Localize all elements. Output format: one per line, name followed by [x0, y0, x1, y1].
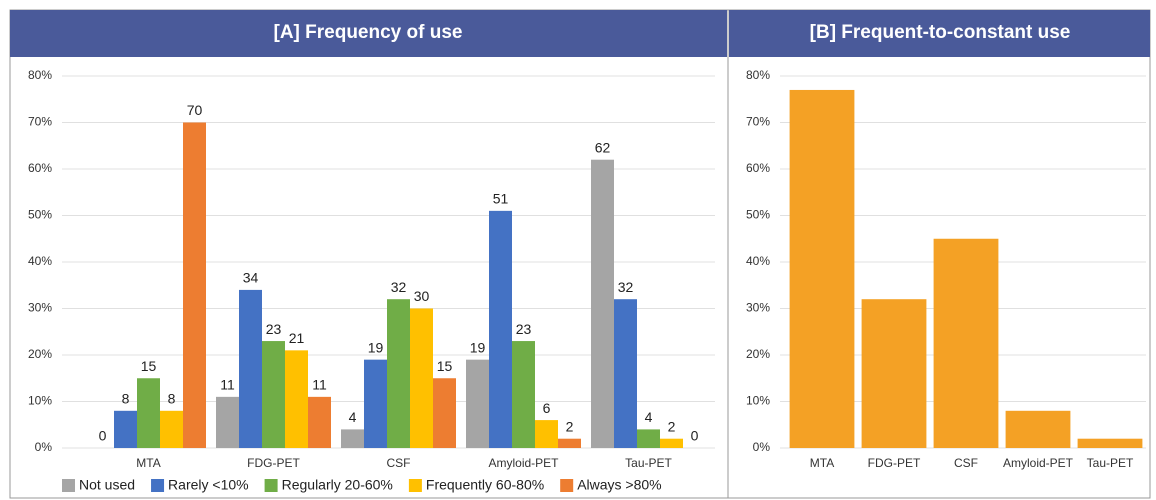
y-tick-label: 0% — [35, 440, 53, 454]
y-tick-label: 40% — [746, 254, 770, 268]
y-tick-label: 60% — [28, 161, 52, 175]
bar — [341, 429, 364, 448]
y-tick-label: 10% — [746, 394, 770, 408]
y-tick-label: 70% — [746, 115, 770, 129]
bar — [861, 299, 927, 448]
data-label: 0 — [99, 428, 107, 444]
data-label: 6 — [543, 400, 551, 416]
data-label: 11 — [220, 377, 235, 393]
bar — [535, 420, 558, 448]
bar — [216, 396, 239, 448]
bar — [114, 410, 137, 448]
data-label: 4 — [349, 409, 357, 425]
x-tick-label: Tau-PET — [1087, 456, 1134, 470]
y-tick-label: 80% — [28, 68, 52, 82]
bar — [364, 359, 387, 448]
legend-label: Always >80% — [577, 477, 661, 493]
x-tick-label: Amyloid-PET — [488, 456, 559, 470]
legend-label: Frequently 60-80% — [426, 477, 544, 493]
y-tick-label: 50% — [746, 208, 770, 222]
y-tick-label: 10% — [28, 394, 52, 408]
data-label: 0 — [691, 428, 699, 444]
y-tick-label: 30% — [746, 301, 770, 315]
header-b — [729, 10, 1150, 57]
legend-swatch — [560, 479, 574, 492]
data-label: 23 — [516, 321, 532, 337]
y-tick-label: 20% — [746, 347, 770, 361]
bar — [614, 299, 637, 448]
data-label: 62 — [595, 139, 611, 155]
bar — [1077, 438, 1143, 448]
y-tick-label: 30% — [28, 301, 52, 315]
bar — [183, 122, 206, 448]
y-tick-label: 50% — [28, 208, 52, 222]
data-label: 2 — [668, 418, 676, 434]
legend-label: Rarely <10% — [168, 477, 249, 493]
legend-label: Regularly 20-60% — [282, 477, 393, 493]
bar — [262, 341, 285, 448]
bar — [489, 210, 512, 448]
legend-swatch — [151, 479, 165, 492]
y-tick-label: 70% — [28, 115, 52, 129]
data-label: 8 — [168, 391, 176, 407]
data-label: 32 — [391, 279, 407, 295]
x-tick-label: CSF — [954, 456, 978, 470]
bar — [410, 308, 433, 448]
data-label: 15 — [437, 358, 453, 374]
bar — [591, 159, 614, 448]
data-label: 19 — [368, 339, 384, 355]
x-tick-label: FDG-PET — [247, 456, 300, 470]
legend-swatch — [408, 479, 422, 492]
data-label: 15 — [141, 358, 157, 374]
chart-title: [B] Frequent-to-constant use — [810, 22, 1071, 43]
y-tick-label: 80% — [746, 68, 770, 82]
legend-swatch — [264, 479, 278, 492]
y-tick-label: 20% — [28, 347, 52, 361]
data-label: 19 — [470, 339, 486, 355]
bar — [558, 438, 581, 448]
x-tick-label: Tau-PET — [625, 456, 672, 470]
bar — [1005, 410, 1071, 448]
bar — [466, 359, 489, 448]
data-label: 11 — [312, 377, 327, 393]
bar — [160, 410, 183, 448]
data-label: 21 — [289, 330, 305, 346]
data-label: 2 — [566, 418, 574, 434]
legend-label: Not used — [79, 477, 135, 493]
bar — [637, 429, 660, 448]
legend-swatch — [62, 479, 75, 492]
x-tick-label: MTA — [136, 456, 160, 470]
bar — [433, 378, 456, 448]
data-label: 32 — [618, 279, 634, 295]
y-tick-label: 0% — [753, 440, 771, 454]
bar — [285, 350, 308, 448]
bar — [933, 238, 999, 448]
bar — [239, 289, 262, 448]
header-a — [10, 10, 727, 57]
x-tick-label: MTA — [810, 456, 834, 470]
data-label: 30 — [414, 288, 430, 304]
data-label: 70 — [187, 102, 203, 118]
data-label: 34 — [243, 270, 259, 286]
y-tick-label: 60% — [746, 161, 770, 175]
bar — [512, 341, 535, 448]
data-label: 51 — [493, 191, 509, 207]
data-label: 8 — [122, 391, 130, 407]
data-label: 4 — [645, 409, 653, 425]
x-tick-label: CSF — [387, 456, 411, 470]
x-tick-label: FDG-PET — [868, 456, 921, 470]
bar — [137, 378, 160, 448]
y-tick-label: 40% — [28, 254, 52, 268]
bar — [387, 299, 410, 448]
bar — [308, 396, 331, 448]
chart-title: [A] Frequency of use — [274, 22, 463, 43]
data-label: 23 — [266, 321, 282, 337]
bar — [789, 89, 855, 448]
bar — [660, 438, 683, 448]
x-tick-label: Amyloid-PET — [1003, 456, 1074, 470]
